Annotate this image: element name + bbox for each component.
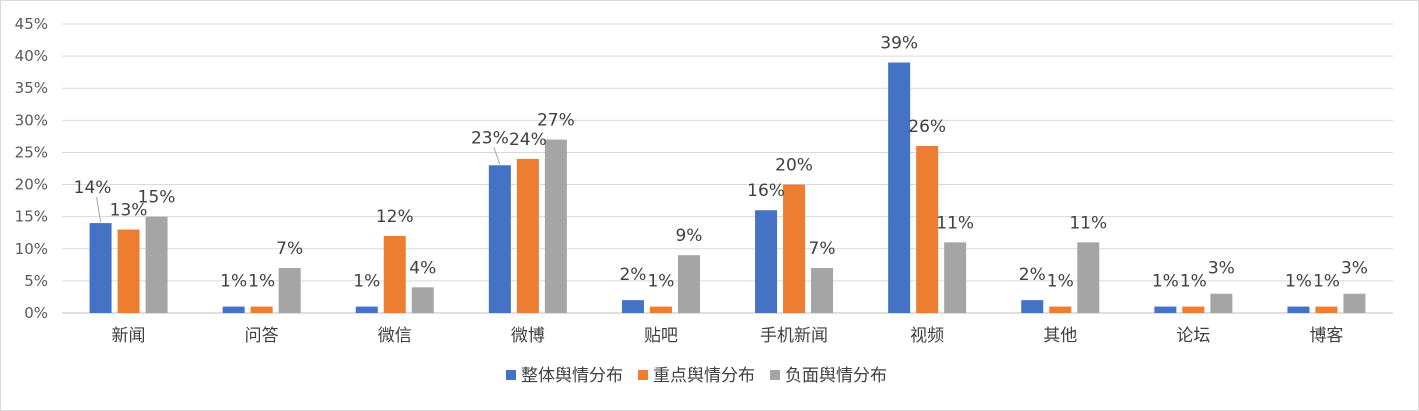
- bar: [621, 300, 644, 313]
- bar: [250, 306, 273, 313]
- data-label: 23%: [471, 128, 509, 148]
- data-label: 16%: [747, 181, 785, 201]
- bar: [1154, 306, 1177, 313]
- bar: [411, 287, 434, 313]
- data-label: 1%: [353, 272, 380, 292]
- y-tick-label: 5%: [24, 272, 48, 290]
- bar: [355, 306, 378, 313]
- data-label: 20%: [775, 156, 813, 176]
- data-label: 3%: [1341, 259, 1368, 279]
- data-label: 12%: [376, 207, 414, 227]
- x-tick-label: 其他: [1043, 326, 1077, 346]
- x-tick-label: 博客: [1309, 326, 1343, 346]
- data-label: 15%: [138, 188, 176, 208]
- data-label: 13%: [110, 201, 148, 221]
- data-label: 1%: [1180, 272, 1207, 292]
- data-label: 7%: [276, 239, 303, 259]
- y-tick-label: 20%: [15, 176, 48, 194]
- bar: [1287, 306, 1310, 313]
- bar: [1210, 293, 1233, 313]
- bar: [117, 229, 140, 313]
- bar: [1077, 242, 1100, 313]
- x-tick-label: 问答: [245, 326, 279, 346]
- y-tick-label: 10%: [15, 240, 48, 258]
- data-label: 1%: [220, 272, 247, 292]
- data-label: 3%: [1208, 259, 1235, 279]
- bar: [677, 255, 700, 313]
- bar: [488, 165, 511, 313]
- bar: [916, 146, 939, 313]
- y-tick-label: 15%: [15, 208, 48, 226]
- data-label: 27%: [537, 111, 575, 131]
- y-tick-label: 45%: [15, 15, 48, 33]
- y-tick-label: 0%: [24, 304, 48, 322]
- y-tick-label: 30%: [15, 111, 48, 129]
- legend-swatch: [506, 370, 516, 380]
- bar: [888, 62, 911, 314]
- data-label: 1%: [1047, 272, 1074, 292]
- bar: [383, 235, 406, 313]
- data-label: 1%: [647, 272, 674, 292]
- data-label: 1%: [248, 272, 275, 292]
- bar: [1021, 300, 1044, 313]
- legend-swatch: [638, 370, 648, 380]
- legend-label: 整体舆情分布: [521, 366, 623, 386]
- data-label: 39%: [880, 34, 918, 54]
- bar: [89, 223, 112, 313]
- x-tick-label: 贴吧: [644, 326, 678, 346]
- data-label: 24%: [509, 130, 547, 150]
- bar: [1315, 306, 1338, 313]
- data-label: 1%: [1285, 272, 1312, 292]
- x-tick-label: 手机新闻: [760, 326, 828, 346]
- bar: [944, 242, 967, 313]
- bar: [755, 210, 778, 313]
- bar: [649, 306, 672, 313]
- x-tick-label: 论坛: [1176, 326, 1210, 346]
- y-tick-label: 25%: [15, 143, 48, 161]
- y-tick-label: 40%: [15, 47, 48, 65]
- x-tick-label: 微博: [511, 326, 545, 346]
- data-label: 7%: [809, 239, 836, 259]
- bar: [1049, 306, 1072, 313]
- bar: [1343, 293, 1366, 313]
- data-label: 11%: [1069, 213, 1107, 233]
- x-tick-label: 新闻: [112, 326, 146, 346]
- legend-swatch: [770, 370, 780, 380]
- bar: [145, 216, 168, 313]
- bar: [1182, 306, 1205, 313]
- x-tick-label: 微信: [378, 326, 412, 346]
- x-tick-label: 视频: [910, 326, 944, 346]
- legend-label: 负面舆情分布: [785, 366, 887, 386]
- data-label: 14%: [74, 178, 112, 198]
- data-label: 1%: [1152, 272, 1179, 292]
- data-label: 2%: [1019, 265, 1046, 285]
- bar: [222, 306, 245, 313]
- bar: [516, 158, 539, 313]
- data-label: 4%: [409, 258, 436, 278]
- leader-line: [96, 197, 102, 223]
- data-label: 9%: [675, 226, 702, 246]
- bar: [278, 268, 301, 313]
- leader-line: [493, 147, 501, 165]
- data-label: 2%: [619, 265, 646, 285]
- legend-label: 重点舆情分布: [653, 366, 755, 386]
- data-label: 11%: [936, 213, 974, 233]
- y-tick-label: 35%: [15, 79, 48, 97]
- bar: [783, 184, 806, 313]
- data-label: 1%: [1313, 272, 1340, 292]
- data-label: 26%: [908, 117, 946, 137]
- bar: [811, 268, 834, 313]
- bar: [544, 139, 567, 313]
